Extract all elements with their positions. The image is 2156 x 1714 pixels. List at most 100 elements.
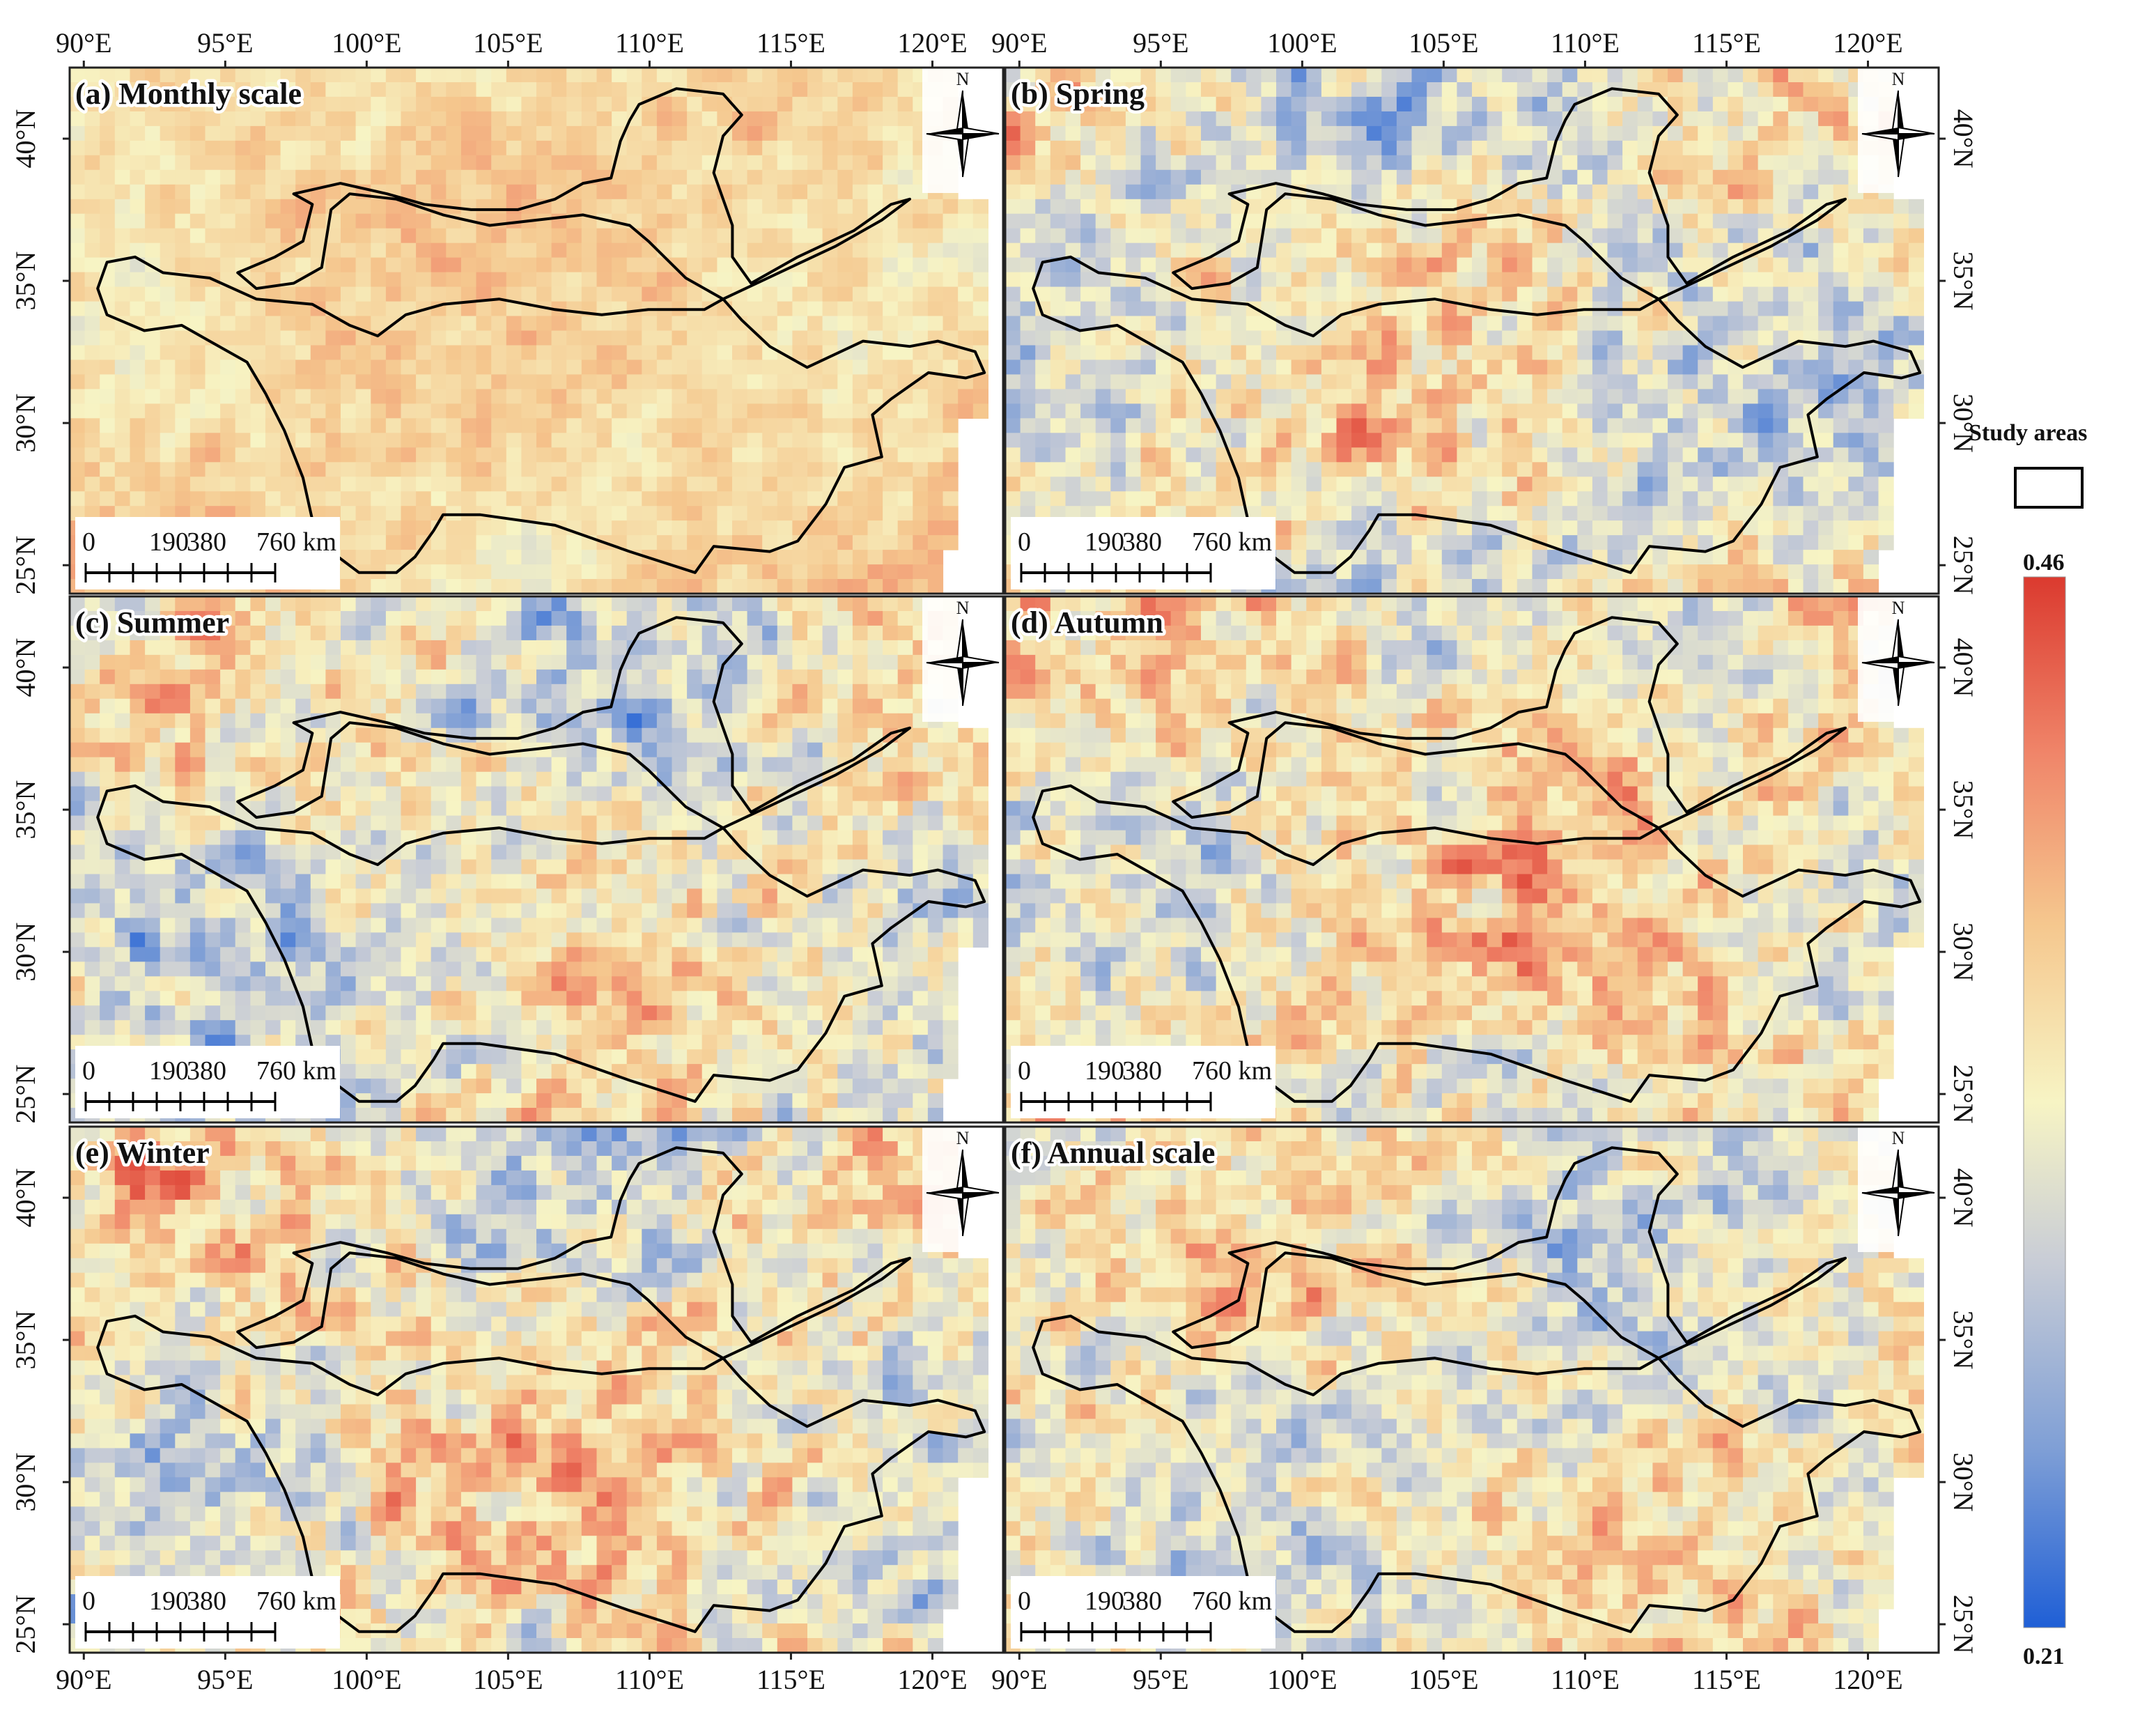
lat-tick-label: 40°N — [10, 109, 41, 169]
panel-frame — [1004, 1125, 1940, 1654]
lat-tick-label: 40°N — [10, 638, 41, 697]
study-area-boundary — [96, 616, 986, 1103]
lon-tick-label: 120°E — [897, 27, 967, 59]
lon-tick-label: 115°E — [757, 1664, 825, 1695]
lon-tick-label: 120°E — [897, 1664, 967, 1695]
panel-title: (b) Spring — [1011, 77, 1145, 111]
scale-label: 0 — [82, 527, 95, 557]
study-area-boundary — [96, 1146, 986, 1633]
study-area-boundary — [1032, 1146, 1922, 1633]
panel-frame — [68, 66, 1005, 595]
lat-tick-label: 30°N — [1948, 922, 1979, 982]
scale-label: 190 — [149, 527, 189, 557]
scale-label: 380 — [1122, 527, 1162, 557]
lon-tick-label: 110°E — [1551, 1664, 1620, 1695]
raster-grid — [1005, 1127, 1924, 1653]
lon-tick-label: 100°E — [332, 27, 401, 59]
axes-layer: 90°E 90°E 90°E 90°E 95°E 95°E 95°E 95°E 100°E 100… — [10, 27, 1979, 1695]
panel-title: (e) Winter — [75, 1136, 210, 1170]
lat-tick-label: 35°N — [1948, 1311, 1979, 1370]
north-arrow-icon: N — [922, 1127, 1003, 1252]
raster-grid — [1005, 596, 1924, 1123]
lon-tick-label: 110°E — [1551, 27, 1620, 59]
north-arrow-icon: N — [1858, 1127, 1939, 1252]
north-arrow-icon: N — [1858, 596, 1939, 722]
scale-label: 380 — [187, 1056, 226, 1086]
lat-tick-label: 30°N — [10, 394, 41, 453]
north-label: N — [956, 1128, 970, 1148]
scale-label: 0 — [1018, 1056, 1031, 1086]
panel-title: (f) Annual scale — [1011, 1136, 1215, 1170]
lat-tick-label: 30°N — [10, 1453, 41, 1512]
raster-grid — [70, 68, 988, 594]
legend-title: Study areas — [1969, 420, 2087, 446]
lat-tick-label: 35°N — [10, 780, 41, 840]
study-area-swatch — [2014, 467, 2084, 509]
scale-label: 760 km — [1192, 1056, 1272, 1086]
lat-tick-label: 35°N — [1948, 252, 1979, 311]
lon-tick-label: 115°E — [757, 27, 825, 59]
scale-label: 380 — [187, 1586, 226, 1616]
lon-tick-label: 100°E — [332, 1664, 401, 1695]
north-label: N — [1892, 598, 1905, 618]
colorbar-min-label: 0.21 — [2023, 1644, 2065, 1669]
lon-tick-label: 105°E — [473, 27, 543, 59]
scale-label: 760 km — [1192, 1586, 1272, 1616]
scale-label: 380 — [187, 527, 226, 557]
lon-tick-label: 120°E — [1833, 1664, 1902, 1695]
panel-frame — [68, 1125, 1005, 1654]
scale-label: 190 — [1085, 1056, 1124, 1086]
lon-tick-label: 95°E — [1133, 27, 1188, 59]
panel-frame — [1004, 66, 1940, 595]
lon-tick-label: 90°E — [56, 1664, 111, 1695]
lon-tick-label: 90°E — [991, 1664, 1047, 1695]
lon-tick-label: 95°E — [197, 27, 253, 59]
lat-tick-label: 35°N — [1948, 780, 1979, 840]
lon-tick-label: 100°E — [1267, 1664, 1337, 1695]
scale-label: 0 — [82, 1056, 95, 1086]
scale-label: 0 — [1018, 527, 1031, 557]
study-area-boundary — [96, 87, 986, 574]
north-label: N — [1892, 1128, 1905, 1148]
lat-tick-label: 30°N — [10, 922, 41, 982]
panel-title: (c) Summer — [75, 605, 229, 640]
lon-tick-label: 100°E — [1267, 27, 1337, 59]
scale-label: 190 — [1085, 1586, 1124, 1616]
scale-label: 760 km — [256, 527, 336, 557]
lon-tick-label: 110°E — [615, 27, 684, 59]
raster-grid — [70, 596, 988, 1123]
lon-tick-label: 90°E — [991, 27, 1047, 59]
scale-label: 190 — [149, 1586, 189, 1616]
north-arrow-icon: N — [922, 596, 1003, 722]
colorbar-max-label: 0.46 — [2023, 550, 2065, 576]
raster-grid — [70, 1127, 988, 1653]
panel-title: (a) Monthly scale — [75, 77, 302, 111]
lat-tick-label: 40°N — [1948, 638, 1979, 697]
colorbar: 0.46 0.21 — [2023, 550, 2066, 1669]
study-area-boundary — [1032, 87, 1922, 574]
lat-tick-label: 25°N — [1948, 1595, 1979, 1654]
lon-tick-label: 120°E — [1833, 27, 1902, 59]
lat-tick-label: 25°N — [10, 536, 41, 595]
north-arrow-icon: N — [1858, 68, 1939, 193]
lat-tick-label: 40°N — [10, 1168, 41, 1228]
lon-tick-label: 95°E — [197, 1664, 253, 1695]
panel-frame — [1004, 595, 1940, 1124]
north-arrow-icon: N — [922, 68, 1003, 193]
lat-tick-label: 35°N — [10, 252, 41, 311]
colorbar-ramp — [2023, 576, 2066, 1628]
panel-frame — [68, 595, 1005, 1124]
scale-label: 380 — [1122, 1586, 1162, 1616]
scale-label: 380 — [1122, 1056, 1162, 1086]
lon-tick-label: 110°E — [615, 1664, 684, 1695]
